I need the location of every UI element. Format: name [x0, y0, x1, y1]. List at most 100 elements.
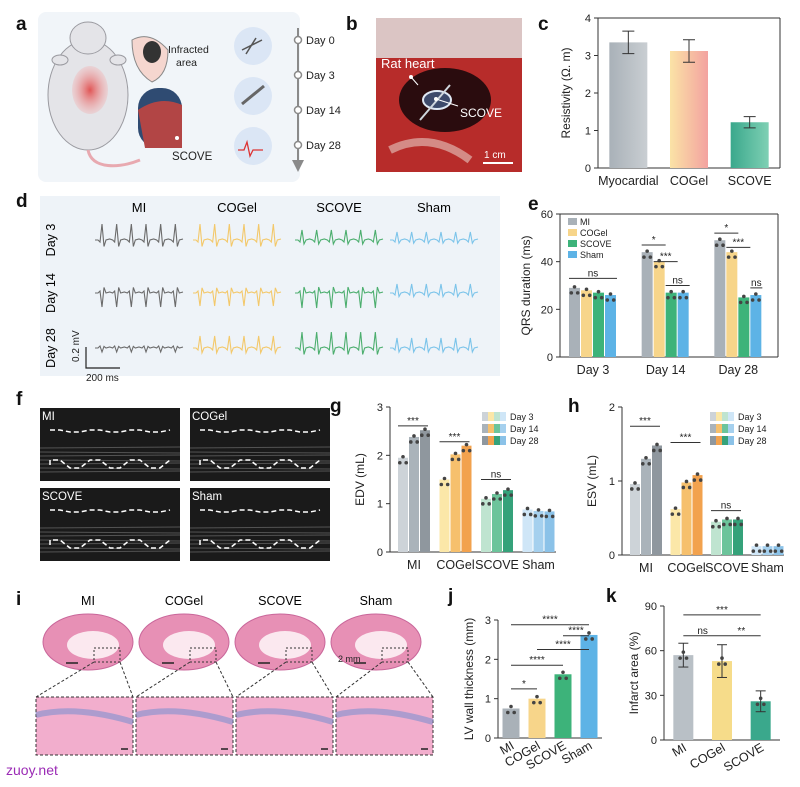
data-point	[630, 487, 634, 491]
x-tick-label: Day 28	[719, 363, 759, 377]
echo-band	[189, 459, 331, 462]
ecg-trace-mi	[95, 287, 184, 308]
bar-scove-day28	[503, 490, 513, 552]
data-point	[608, 292, 613, 296]
bar-sham	[605, 295, 616, 357]
data-point	[725, 516, 729, 521]
data-point	[757, 549, 762, 553]
echo-band	[189, 446, 331, 449]
data-point	[676, 512, 681, 516]
y-tick-label: 0	[547, 352, 553, 364]
data-point	[641, 462, 645, 466]
bar-scove	[750, 701, 771, 740]
data-point	[721, 243, 725, 248]
y-tick-label: 4	[585, 13, 591, 25]
collagen-band	[335, 708, 434, 725]
zoom-connector	[215, 661, 234, 698]
data-point	[745, 300, 749, 305]
bar-cogel-day28	[692, 475, 703, 555]
panel-a-letter: a	[16, 14, 27, 35]
data-point	[484, 496, 488, 500]
y-tick-label: 1	[377, 499, 383, 511]
endocardial-border-bottom	[49, 539, 171, 549]
legend-label: Day 14	[510, 424, 539, 434]
bar-cogel	[653, 261, 665, 357]
timeline-arrow-icon	[292, 160, 304, 172]
significance-label: ****	[542, 615, 558, 626]
data-point	[754, 292, 758, 296]
zoom-box	[381, 647, 409, 663]
bar-sham	[580, 634, 598, 738]
significance-label: ****	[555, 640, 571, 651]
zoom-connector	[35, 661, 95, 698]
echo-band	[189, 531, 331, 534]
data-point	[487, 502, 492, 506]
bar-scove-day14	[722, 519, 732, 555]
ecg-day-label: Day 28	[44, 328, 58, 368]
bar-cogel-day3	[670, 509, 681, 555]
histo-group-label: MI	[81, 594, 95, 608]
data-point	[456, 457, 461, 462]
data-point	[762, 702, 766, 707]
bar-mi	[502, 708, 520, 738]
x-tick-label: MI	[670, 740, 689, 759]
data-point	[698, 478, 703, 482]
data-point	[722, 522, 726, 527]
data-point	[404, 460, 409, 465]
legend-swatch	[728, 436, 734, 445]
legend-swatch	[482, 436, 488, 445]
legend-swatch	[722, 412, 728, 421]
significance-label: ***	[680, 433, 692, 444]
data-point	[733, 522, 737, 527]
legend-swatch	[716, 412, 722, 421]
echo-band	[189, 542, 331, 545]
x-tick-label: MI	[639, 561, 653, 575]
significance-label: ****	[529, 655, 545, 666]
echo-band	[189, 526, 331, 529]
data-point	[532, 700, 536, 705]
y-tick-label: 40	[541, 257, 553, 269]
data-point	[445, 482, 450, 487]
timeline-dot	[293, 105, 303, 115]
significance-label: ns	[751, 278, 762, 289]
scalpel-icon	[234, 27, 272, 65]
data-point	[642, 255, 646, 259]
legend-swatch	[488, 436, 494, 445]
data-point	[765, 543, 770, 547]
ecg-trace-sham	[390, 231, 479, 245]
scove-label-a: SCOVE	[172, 151, 213, 163]
chart-g: 0 1 2 3 EDV (mL) MI COGel SCOVE Sham Day 3 Day 14 D…	[353, 402, 556, 572]
significance-label: *	[522, 679, 526, 690]
timeline-dot	[293, 140, 303, 150]
data-point	[536, 508, 541, 512]
heart-illustration	[131, 36, 182, 148]
bar-cogel-day14	[681, 482, 692, 555]
echo-band	[39, 534, 181, 537]
ecg-trace-mi	[95, 344, 184, 354]
x-tick-label: Sham	[751, 561, 784, 575]
panel-k-letter: k	[606, 586, 617, 607]
x-tick-label: COGel	[436, 558, 474, 572]
data-point	[738, 300, 743, 305]
data-point	[533, 514, 538, 518]
data-point	[464, 442, 469, 447]
data-point	[590, 637, 594, 641]
data-point	[611, 298, 616, 302]
data-point	[398, 460, 402, 465]
data-point	[742, 294, 746, 299]
x-tick-label: Day 3	[577, 363, 610, 377]
ventricle-lumen	[355, 631, 407, 659]
significance-label: ***	[716, 605, 728, 616]
bar-mi	[714, 240, 726, 357]
data-point	[720, 656, 724, 660]
legend-swatch	[722, 424, 728, 433]
echo-label: MI	[42, 411, 55, 423]
ecg-trace-scove	[295, 229, 384, 246]
legend-swatch	[568, 251, 577, 258]
data-point	[420, 433, 424, 438]
significance-label: ns	[721, 501, 732, 512]
data-point	[522, 512, 527, 517]
endocardial-border-top	[200, 429, 321, 433]
data-point	[670, 512, 675, 516]
